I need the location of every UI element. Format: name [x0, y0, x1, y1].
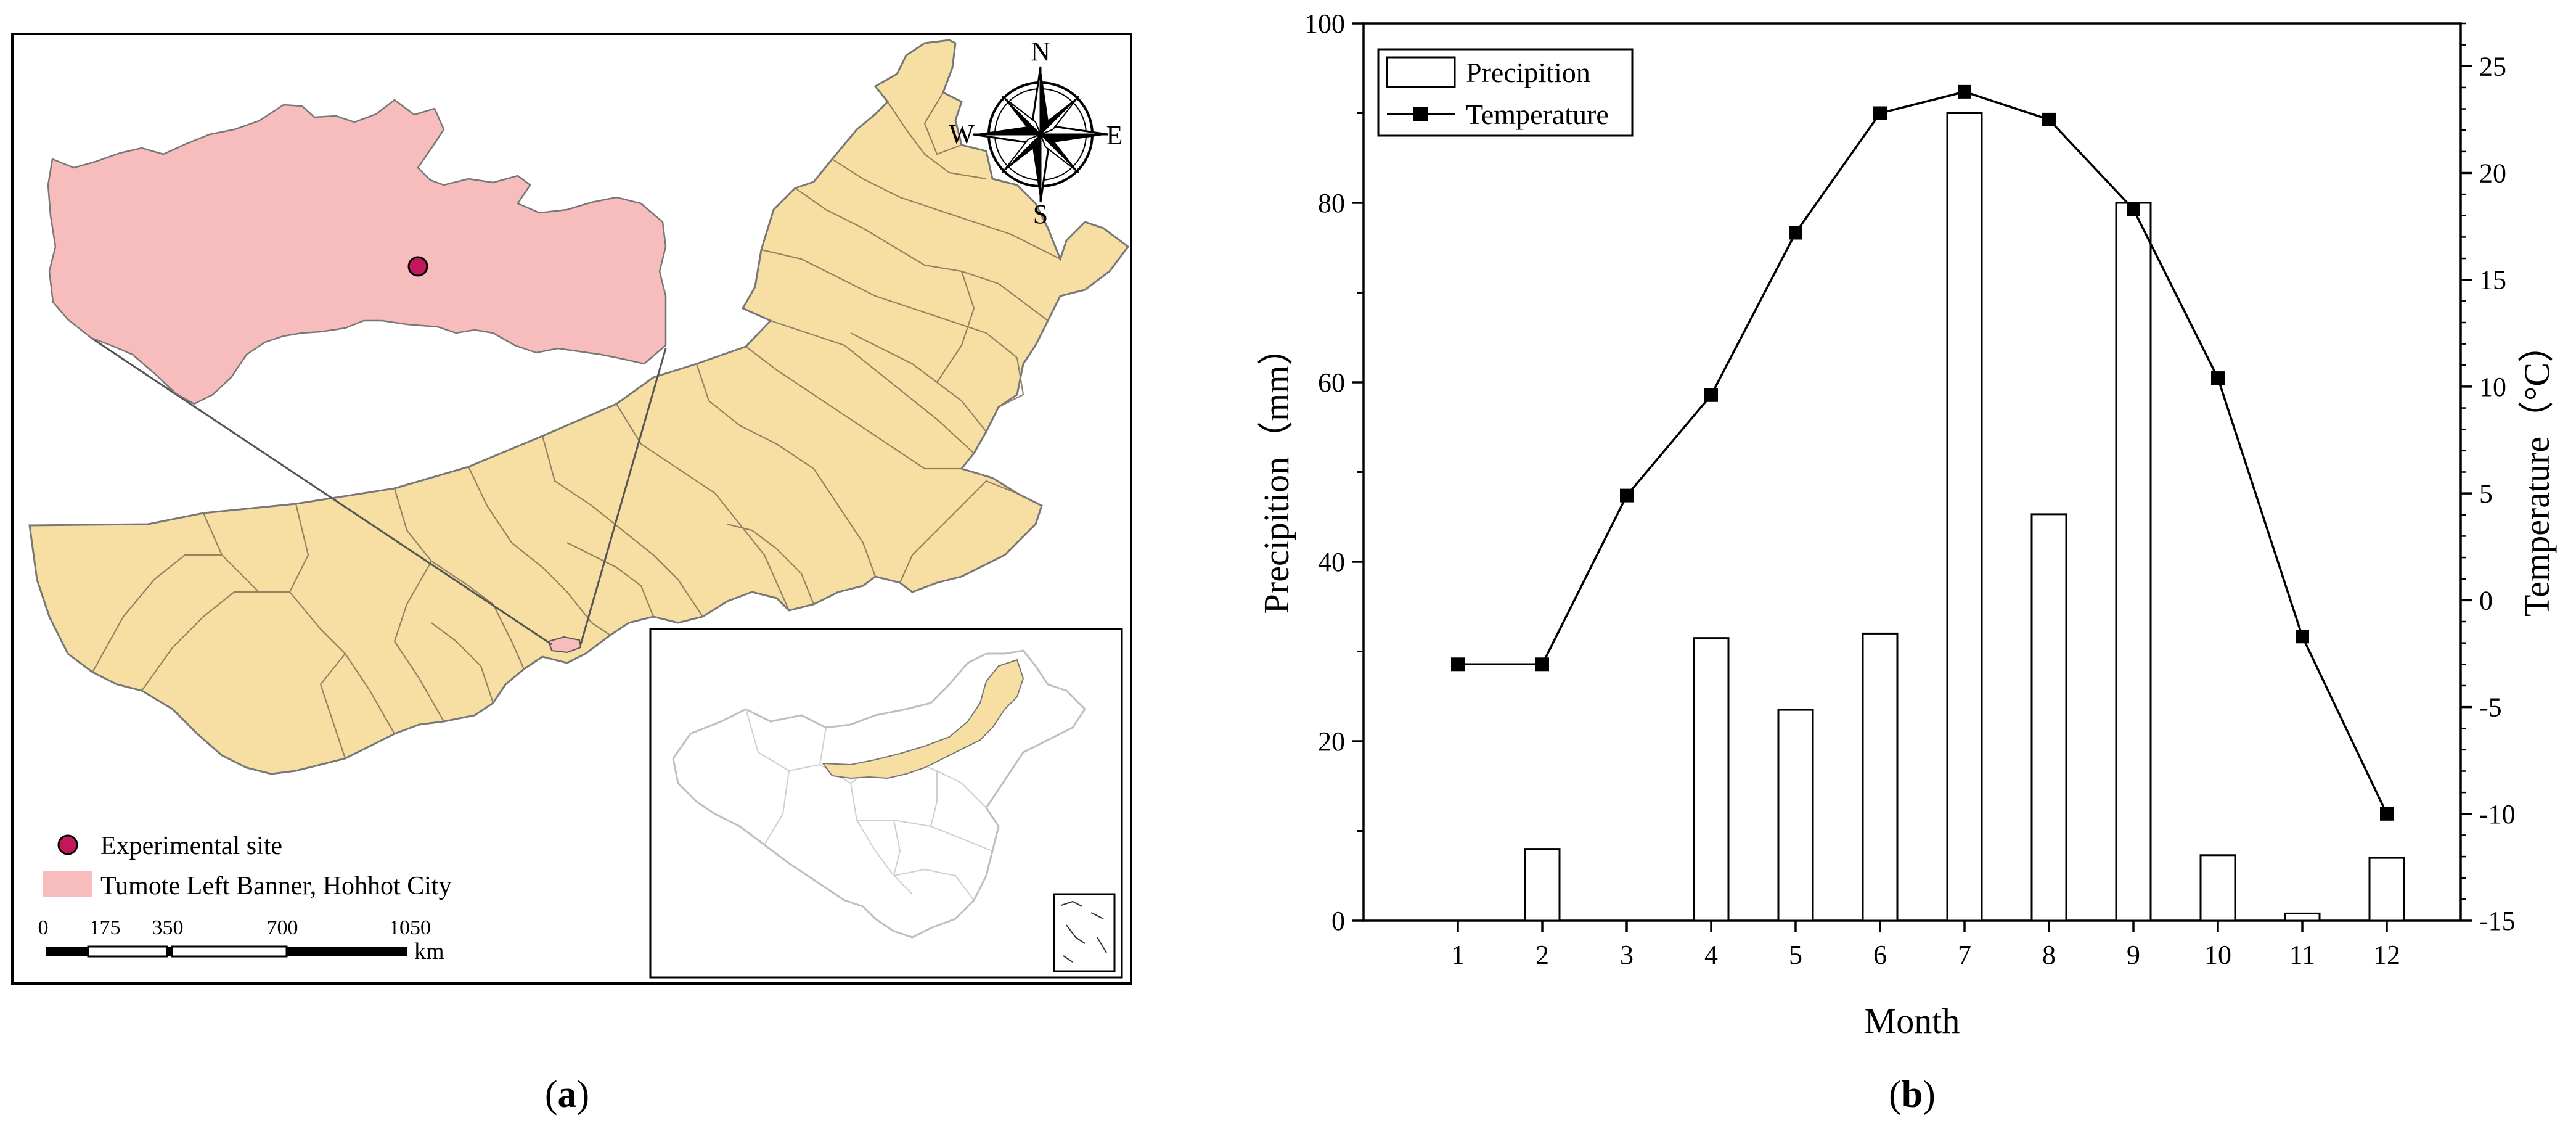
y2-tick-label: -15: [2479, 906, 2516, 936]
tumote-left-banner-location: [547, 636, 582, 654]
scale-tick-350: 350: [152, 916, 184, 939]
chart-legend: Precipition Temperature: [1377, 48, 1634, 137]
temperature-line: [1458, 91, 2388, 815]
y-tick-label: 80: [1318, 188, 1345, 218]
y2-tick-label: 15: [2479, 265, 2506, 295]
x-tick-label: 11: [2289, 940, 2315, 970]
y-tick-label: 100: [1304, 9, 1345, 39]
panel-a-label: (a): [545, 1074, 589, 1116]
legend-site-marker: [57, 834, 78, 855]
x-tick-label: 9: [2127, 940, 2140, 970]
temperature-marker: [1958, 84, 1971, 99]
precipitation-bars: [1524, 112, 2405, 922]
precip-bar: [2284, 912, 2321, 922]
legend-precip-label: Precipition: [1466, 57, 1590, 88]
temperature-marker: [2042, 112, 2056, 126]
x-tick-label: 6: [1873, 940, 1887, 970]
zoom-line-right: [579, 348, 667, 645]
temperature-marker: [2296, 630, 2309, 644]
precip-bar: [1946, 112, 1983, 922]
left-axis: 0 20 40 60 80 100: [1304, 9, 1364, 936]
y2-tick-label: 5: [2479, 479, 2493, 509]
map-panel: N S E W: [11, 33, 1132, 1116]
legend-temp-marker: [1413, 107, 1428, 121]
china-inset-frame: [649, 628, 1123, 979]
y2-tick-label: 10: [2479, 372, 2506, 402]
inset-inner-mongolia: [821, 659, 1024, 779]
plot-frame: [1362, 22, 2462, 922]
compass-south-label: S: [1033, 199, 1048, 229]
panel-b-label: (b): [1889, 1074, 1936, 1116]
tumote-left-banner-enlarged: [47, 99, 667, 405]
x-tick-label: 12: [2373, 940, 2400, 970]
china-province-lines: [745, 709, 993, 901]
x-axis: 1 2 3 4 5 6 7 8 9 10 11 12: [1451, 921, 2400, 970]
y2-tick-label: -10: [2479, 799, 2516, 829]
temperature-marker: [2127, 202, 2140, 216]
south-china-sea-islands: [1061, 900, 1107, 963]
temperature-marker: [1451, 657, 1465, 672]
scale-tick-700: 700: [267, 916, 298, 939]
y2-tick-label: 0: [2479, 585, 2493, 615]
x-tick-label: 5: [1789, 940, 1802, 970]
precip-bar: [2030, 513, 2067, 922]
temperature-marker: [1873, 106, 1887, 120]
y2-tick-label: 25: [2479, 51, 2506, 81]
temperature-marker: [1704, 388, 1718, 402]
china-inset: [649, 628, 1123, 979]
y-tick-label: 60: [1318, 368, 1345, 398]
x-tick-label: 8: [2042, 940, 2056, 970]
x-tick-label: 7: [1958, 940, 1971, 970]
y2-tick-label: -5: [2479, 692, 2502, 723]
legend-banner-swatch: [43, 871, 92, 897]
y-tick-label: 40: [1318, 547, 1345, 577]
x-tick-label: 1: [1451, 940, 1465, 970]
precip-bar: [1524, 848, 1561, 922]
y2-axis-title: Temperature（°C）: [2517, 327, 2557, 617]
precip-bar: [2199, 854, 2236, 922]
scale-tick-175: 175: [89, 916, 121, 939]
y-tick-label: 0: [1331, 906, 1345, 936]
compass-north-label: N: [1031, 36, 1050, 67]
temperature-series: [1451, 84, 2394, 821]
legend-banner-label: Tumote Left Banner, Hohhot City: [100, 872, 452, 900]
legend-temp-label: Temperature: [1466, 99, 1609, 130]
scale-tick-0: 0: [38, 916, 49, 939]
south-china-sea-inset: [1053, 893, 1116, 972]
x-tick-label: 4: [1704, 940, 1718, 970]
right-axis: -15 -10 -5 0 5 10 15 20 25: [2461, 22, 2516, 936]
temperature-marker: [2211, 371, 2225, 385]
temperature-marker: [1789, 226, 1802, 240]
precip-bar: [2368, 857, 2405, 922]
precip-bar: [1777, 709, 1814, 922]
scale-bar: 0 175 350 700 1050 km: [38, 916, 444, 964]
precip-bar: [1862, 632, 1899, 922]
precip-bar: [1693, 637, 1730, 922]
y-tick-label: 20: [1318, 726, 1345, 757]
y2-tick-label: 20: [2479, 158, 2506, 189]
temperature-marker: [2380, 807, 2394, 821]
compass-rose: [972, 66, 1109, 203]
scale-unit: km: [414, 939, 444, 964]
x-tick-label: 3: [1620, 940, 1634, 970]
x-tick-label: 10: [2204, 940, 2231, 970]
zoom-line-left: [91, 337, 552, 646]
x-axis-title: Month: [1865, 1001, 1960, 1041]
map-legend: Experimental site Tumote Left Banner, Ho…: [43, 832, 452, 900]
compass-east-label: E: [1106, 120, 1123, 150]
scale-tick-1050: 1050: [389, 916, 431, 939]
legend-precip-swatch: [1386, 56, 1456, 88]
x-tick-label: 2: [1535, 940, 1549, 970]
china-outline: [672, 649, 1086, 939]
compass-west-label: W: [949, 119, 975, 149]
temperature-marker: [1535, 657, 1549, 672]
temperature-marker: [1620, 488, 1634, 503]
county-boundaries: [92, 92, 1061, 759]
legend-site-label: Experimental site: [100, 832, 282, 860]
experimental-site-marker: [407, 256, 428, 277]
precip-bar: [2115, 202, 2152, 922]
y-axis-title: Precipition（mm）: [1256, 330, 1296, 614]
